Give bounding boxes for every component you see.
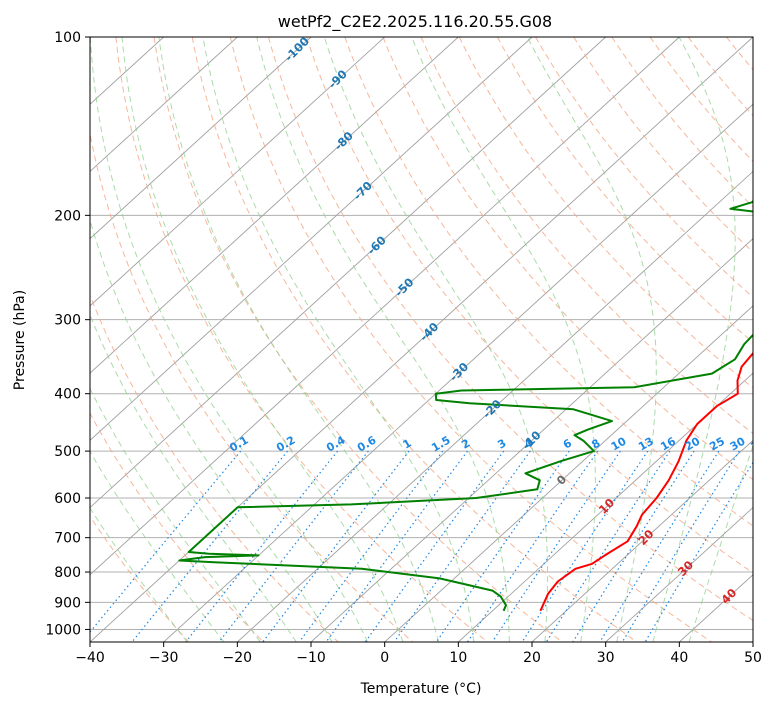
x-tick-label: 30 (597, 650, 615, 666)
y-tick-label: 200 (54, 208, 81, 224)
y-axis-label: Pressure (hPa) (12, 290, 28, 390)
mixing-ratio-line (491, 450, 621, 642)
x-tick-label: −10 (296, 650, 326, 666)
sounding-lines (178, 199, 753, 612)
plot-frame (89, 36, 754, 643)
moist-adiabat-line (652, 37, 736, 642)
moist-adiabat-line (90, 313, 297, 642)
isotherm-line (163, 103, 753, 642)
dry-adiabat-line (115, 37, 488, 642)
temperature-line (539, 351, 753, 612)
dry-adiabat-line (153, 37, 563, 642)
moist-adiabat-line (90, 218, 333, 642)
y-tick-label: 100 (54, 30, 81, 46)
chart-title: wetPf2_C2E2.2025.116.20.55.G08 (278, 12, 552, 32)
moist-adiabat-line (256, 37, 510, 642)
y-tick-label: 400 (54, 387, 81, 403)
moist-adiabat-line (202, 37, 475, 642)
isotherm-line (458, 372, 753, 642)
isotherm-line (90, 37, 238, 173)
moist-adiabat-line (688, 444, 753, 642)
dewpoint-line (178, 199, 753, 612)
x-tick-label: −20 (223, 650, 253, 666)
moist-adiabat-line (158, 37, 439, 642)
x-axis-label: Temperature (°C) (360, 681, 482, 697)
isotherm-line (384, 305, 753, 642)
mixing-ratio-line (644, 461, 753, 642)
mixing-ratio-line (521, 450, 649, 642)
background-lines (90, 37, 753, 642)
mixing-ratio-label: 36 (748, 434, 768, 453)
moist-adiabat-line (90, 387, 261, 642)
dry-adiabat-line (420, 37, 753, 435)
x-tick-label: −30 (149, 650, 179, 666)
mixing-ratio-line (218, 450, 369, 642)
moist-adiabat-line (90, 507, 188, 642)
isotherm-line (90, 37, 680, 576)
isotherm-line (90, 37, 606, 509)
y-tick-label: 300 (54, 313, 81, 329)
x-tick-label: 0 (380, 650, 389, 666)
mixing-ratio-line (572, 450, 695, 642)
isotherm-line (531, 439, 753, 642)
dry-adiabat-line (90, 412, 264, 642)
y-tick-label: 500 (54, 444, 81, 460)
mixing-ratio-line (298, 450, 444, 642)
moist-adiabat-line (90, 37, 369, 642)
axes: −40 −30 −20 −10 0 10 20 30 40 50 100 200 300 400 500 60… (45, 30, 762, 666)
x-tick-label: 10 (449, 650, 467, 666)
isotherm-line (90, 37, 385, 307)
isotherm-line (90, 37, 312, 240)
y-tick-label: 900 (54, 595, 81, 611)
isotherm-line (90, 37, 533, 441)
isotherm-line (90, 37, 459, 374)
mixing-ratio-line (131, 450, 289, 642)
isotherm-line (605, 506, 753, 642)
dry-adiabat-line (191, 37, 638, 642)
y-tick-label: 800 (54, 565, 81, 581)
mixing-ratio-line (325, 450, 468, 642)
mixing-ratio-line (364, 450, 505, 642)
x-tick-label: 50 (744, 650, 762, 666)
moist-adiabat-line (323, 37, 549, 642)
y-tick-label: 700 (54, 531, 81, 547)
moist-adiabat-line (121, 37, 404, 642)
moist-adiabat-line (90, 450, 225, 642)
dry-adiabat-line (268, 37, 753, 622)
mixing-ratio-line (466, 450, 599, 642)
dry-adiabat-line (458, 37, 753, 389)
dry-adiabat-line (90, 131, 414, 642)
dry-adiabat-line (344, 37, 753, 527)
x-tick-label: 40 (670, 650, 688, 666)
y-tick-label: 1000 (45, 622, 81, 638)
x-tick-label: −40 (75, 650, 105, 666)
dry-adiabat-line (90, 293, 339, 642)
mixing-ratio-line (262, 450, 410, 642)
moist-adiabat-line (411, 37, 596, 642)
isotherm-line (237, 170, 753, 642)
y-tick-label: 600 (54, 491, 81, 507)
isotherm-line (310, 238, 753, 642)
x-tick-label: 20 (523, 650, 541, 666)
